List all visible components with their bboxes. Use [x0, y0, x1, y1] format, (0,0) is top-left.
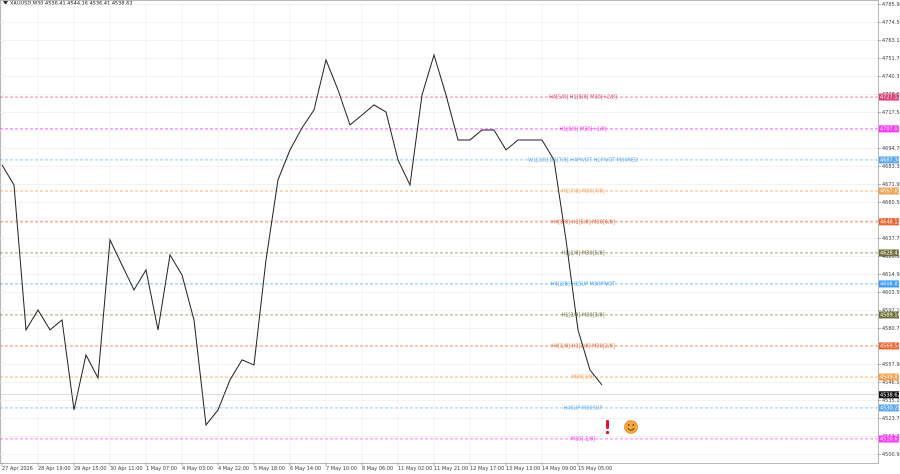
level-label: H1[1/8] M30[5/8]	[561, 250, 604, 256]
x-tick-label: 5 May 18:00	[254, 466, 285, 472]
plot-frame	[0, 0, 879, 464]
y-tick-label: 4500.90	[882, 452, 900, 458]
symbol-arrow	[3, 1, 8, 5]
level-badge	[879, 342, 899, 350]
exclamation-icon	[605, 420, 610, 435]
level-label: M30[-1/8]	[571, 436, 595, 442]
x-tick-label: 1 May 07:00	[146, 466, 177, 472]
x-tick-label: 7 May 10:00	[326, 466, 357, 472]
y-tick-label: 4717.50	[882, 110, 900, 116]
level-badge	[879, 218, 899, 226]
x-tick-label: 14 May 09:00	[542, 466, 576, 472]
level-badge-value: 4727.17	[880, 95, 900, 101]
level-label: H4[2/8] H1SUP M30PIVOT	[551, 281, 616, 287]
level-badge-value: 4530.28	[880, 405, 900, 411]
y-tick-label: 4785.90	[882, 2, 900, 8]
level-badge-value: 4667.69	[880, 188, 900, 194]
level-label: H4SUP M30SUP	[564, 405, 603, 411]
x-tick-label: 15 May 05:00	[578, 466, 612, 472]
level-label: W1[2/8] D1[7/8] H4PIVOT H1PIVOT M30RED	[528, 157, 638, 163]
x-tick-label: 4 May 22:00	[218, 466, 249, 472]
y-tick-label: 4774.50	[882, 20, 900, 26]
level-badge-value: 4608.81	[880, 281, 900, 287]
level-badge-value: 4589.16	[880, 312, 900, 318]
last-price-badge	[879, 391, 899, 399]
level-badge-value: 4510.63	[880, 436, 900, 442]
level-label: H4[5/8] H1[8/8] M30[+2/8]	[549, 95, 617, 101]
smiley-icon	[624, 420, 638, 434]
x-tick-label: 27 Apr 2026	[2, 466, 33, 472]
level-label: H1[8/8] M30[+1/8]	[559, 126, 606, 132]
price-line	[1, 53, 603, 427]
x-tick-label: 13 May 13:00	[506, 466, 540, 472]
level-badge	[879, 435, 899, 443]
x-tick-label: 6 May 14:00	[290, 466, 321, 472]
last-price-value: 4538.62	[880, 392, 900, 398]
level-badge-value: 4549.87	[880, 374, 900, 380]
level-badge	[879, 93, 899, 101]
y-tick-label: 4614.90	[882, 272, 900, 278]
level-label: H4[3/8] H1[5/8] M30[6/8]	[551, 219, 615, 225]
x-tick-label: 4 May 03:00	[182, 466, 213, 472]
level-label: H1[7/8] M30[7/8]	[561, 188, 604, 194]
y-tick-label: 4751.70	[882, 56, 900, 62]
y-tick-label: 4557.90	[882, 362, 900, 368]
level-label: H1[3/8] M30[3/8]	[561, 312, 604, 318]
y-tick-label: 4671.90	[882, 182, 900, 188]
x-tick-label: 29 Apr 15:00	[74, 466, 107, 472]
level-badge-value: 4707.03	[880, 126, 900, 132]
y-tick-label: 4592.10	[882, 308, 900, 314]
level-badge	[879, 311, 899, 319]
chart-title: XAUUSD,M30 4536.41 4544.16 4536.41 4538.…	[10, 1, 133, 7]
level-badge-value: 4569.54	[880, 343, 900, 349]
level-badge	[879, 280, 899, 288]
y-tick-label: 4763.10	[882, 38, 900, 44]
x-tick-label: 8 May 06:00	[362, 466, 393, 472]
y-tick-label: 4660.50	[882, 200, 900, 206]
y-tick-label: 4683.30	[882, 164, 900, 170]
level-badge-value: 4628.43	[880, 250, 900, 256]
y-tick-label: 4580.70	[882, 326, 900, 332]
level-badge	[879, 249, 899, 257]
y-tick-label: 4546.50	[882, 380, 900, 386]
level-badge	[879, 404, 899, 412]
y-tick-label: 4694.70	[882, 146, 900, 152]
y-tick-label: 4740.30	[882, 74, 900, 80]
y-tick-label: 4603.50	[882, 290, 900, 296]
level-label: M30[1/8]	[572, 374, 595, 380]
x-tick-label: 28 Apr 19:00	[38, 466, 71, 472]
y-tick-label: 4637.70	[882, 236, 900, 242]
level-badge	[879, 125, 899, 133]
x-tick-label: 11 May 21:00	[434, 466, 468, 472]
level-badge	[879, 156, 899, 164]
y-tick-label: 4535.10	[882, 398, 900, 404]
x-tick-label: 30 Apr 11:00	[110, 466, 143, 472]
x-tick-label: 12 May 17:00	[470, 466, 504, 472]
y-tick-label: 4626.30	[882, 254, 900, 260]
level-badge	[879, 187, 899, 195]
x-tick-label: 11 May 02:00	[398, 466, 432, 472]
level-badge-value: 4687.34	[880, 157, 900, 163]
level-badge-value: 4648.12	[880, 219, 900, 225]
level-badge	[879, 373, 899, 381]
y-tick-label: 4523.70	[882, 416, 900, 422]
